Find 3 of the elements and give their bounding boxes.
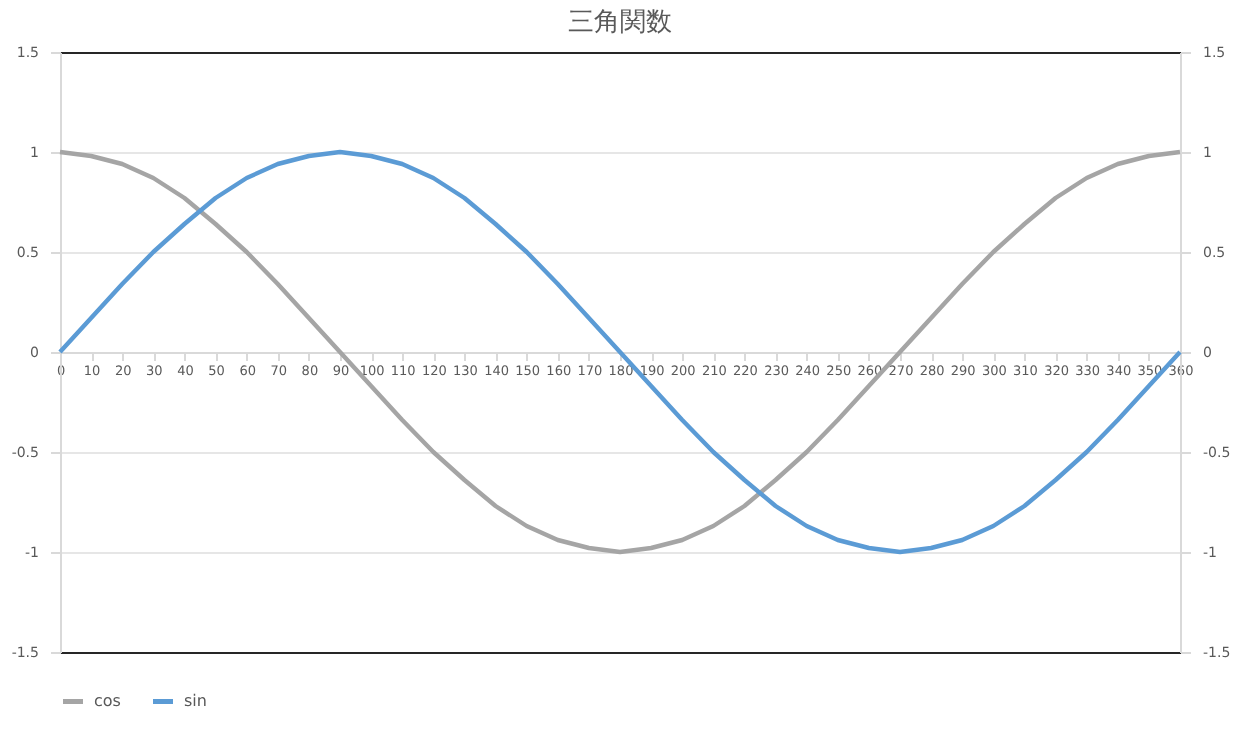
legend-label: sin [184,691,207,710]
chart-title: 三角関数 [568,8,672,38]
legend-label: cos [94,691,121,710]
